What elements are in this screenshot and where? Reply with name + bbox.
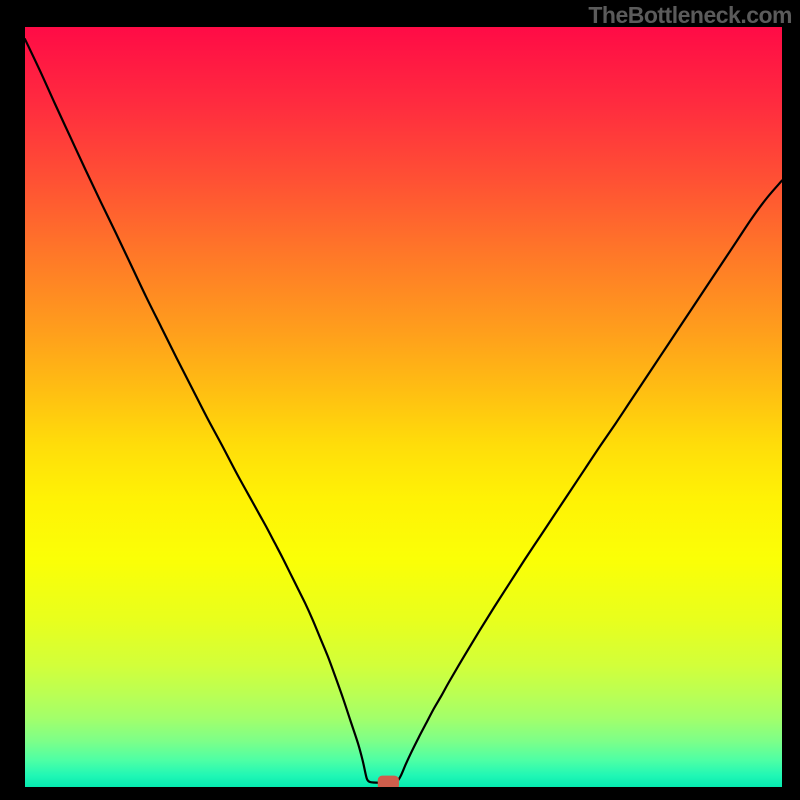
bottleneck-marker [378, 776, 399, 787]
gradient-background [25, 27, 782, 787]
chart-svg [25, 27, 782, 787]
figure-container: TheBottleneck.com [0, 0, 800, 800]
plot-area [25, 27, 782, 787]
watermark: TheBottleneck.com [588, 2, 792, 29]
